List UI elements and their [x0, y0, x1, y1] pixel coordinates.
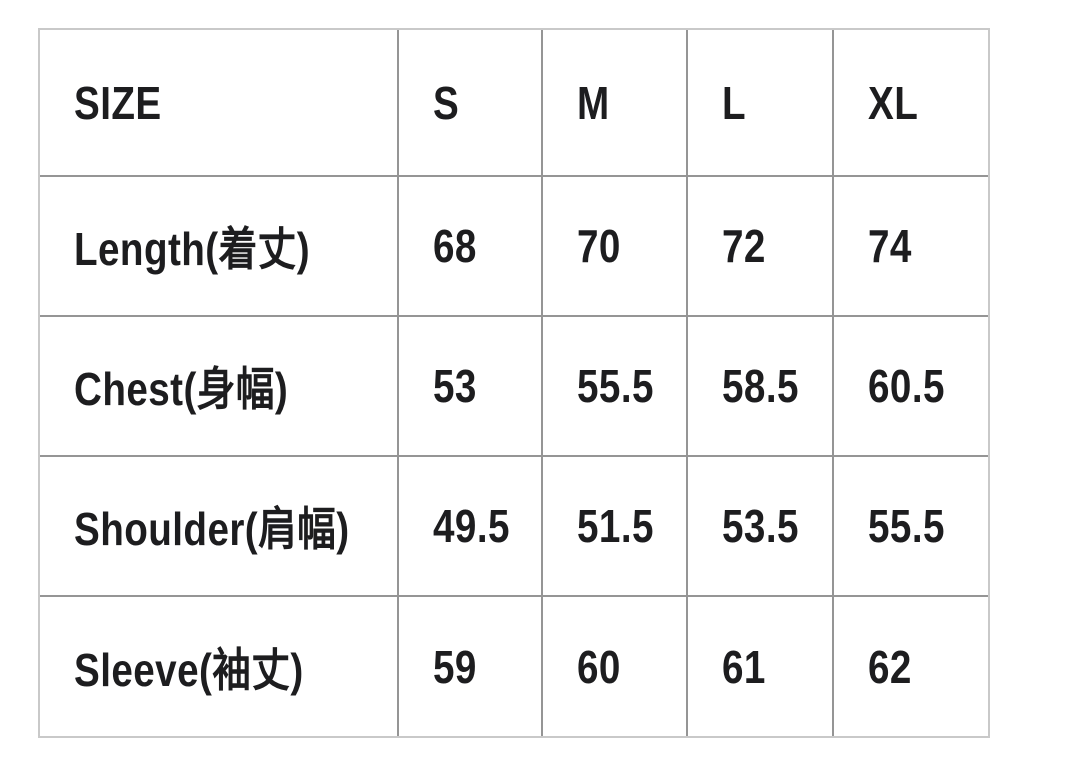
header-cell-size: SIZE	[40, 30, 399, 177]
value-chest-l: 58.5	[722, 360, 799, 412]
value-shoulder-m: 51.5	[577, 500, 654, 552]
size-chart-table: SIZE S M L XL Length(着丈) 68 70 72 74 Che…	[40, 30, 988, 736]
value-length-s: 68	[433, 220, 477, 272]
data-cell: 62	[832, 595, 988, 736]
data-cell: 59	[397, 595, 543, 736]
value-chest-s: 53	[433, 360, 477, 412]
data-cell: 53	[397, 315, 543, 457]
value-shoulder-s: 49.5	[433, 500, 510, 552]
data-cell: 49.5	[397, 455, 543, 597]
row-label-shoulder: Shoulder(肩幅)	[74, 503, 350, 555]
data-cell: 55.5	[541, 315, 688, 457]
header-label-xl: XL	[868, 76, 919, 129]
value-sleeve-s: 59	[433, 640, 477, 693]
value-length-l: 72	[722, 220, 766, 272]
data-cell: 72	[686, 175, 834, 317]
row-label-cell: Chest(身幅)	[40, 315, 399, 457]
row-label-chest: Chest(身幅)	[74, 363, 289, 415]
header-label-size: SIZE	[74, 76, 162, 129]
header-label-l: L	[722, 76, 747, 129]
data-cell: 55.5	[832, 455, 988, 597]
table-row-shoulder: Shoulder(肩幅) 49.5 51.5 53.5 55.5	[40, 455, 988, 597]
value-shoulder-l: 53.5	[722, 500, 799, 552]
header-cell-l: L	[686, 30, 834, 177]
row-label-sleeve: Sleeve(袖丈)	[74, 643, 304, 696]
value-length-m: 70	[577, 220, 621, 272]
value-chest-xl: 60.5	[868, 360, 945, 412]
row-label-cell: Sleeve(袖丈)	[40, 595, 399, 736]
data-cell: 53.5	[686, 455, 834, 597]
data-cell: 61	[686, 595, 834, 736]
table-row-length: Length(着丈) 68 70 72 74	[40, 175, 988, 317]
table-row-sleeve: Sleeve(袖丈) 59 60 61 62	[40, 595, 988, 736]
header-cell-m: M	[541, 30, 688, 177]
header-cell-xl: XL	[832, 30, 988, 177]
value-sleeve-m: 60	[577, 640, 621, 693]
table-row-chest: Chest(身幅) 53 55.5 58.5 60.5	[40, 315, 988, 457]
header-label-m: M	[577, 76, 610, 129]
size-chart: SIZE S M L XL Length(着丈) 68 70 72 74 Che…	[38, 28, 990, 738]
data-cell: 60	[541, 595, 688, 736]
value-shoulder-xl: 55.5	[868, 500, 945, 552]
data-cell: 51.5	[541, 455, 688, 597]
value-sleeve-l: 61	[722, 640, 766, 693]
data-cell: 68	[397, 175, 543, 317]
row-label-length: Length(着丈)	[74, 223, 310, 275]
row-label-cell: Length(着丈)	[40, 175, 399, 317]
header-cell-s: S	[397, 30, 543, 177]
value-sleeve-xl: 62	[868, 640, 912, 693]
value-length-xl: 74	[868, 220, 912, 272]
value-chest-m: 55.5	[577, 360, 654, 412]
data-cell: 70	[541, 175, 688, 317]
header-label-s: S	[433, 76, 460, 129]
data-cell: 58.5	[686, 315, 834, 457]
data-cell: 74	[832, 175, 988, 317]
data-cell: 60.5	[832, 315, 988, 457]
header-row: SIZE S M L XL	[40, 30, 988, 177]
row-label-cell: Shoulder(肩幅)	[40, 455, 399, 597]
